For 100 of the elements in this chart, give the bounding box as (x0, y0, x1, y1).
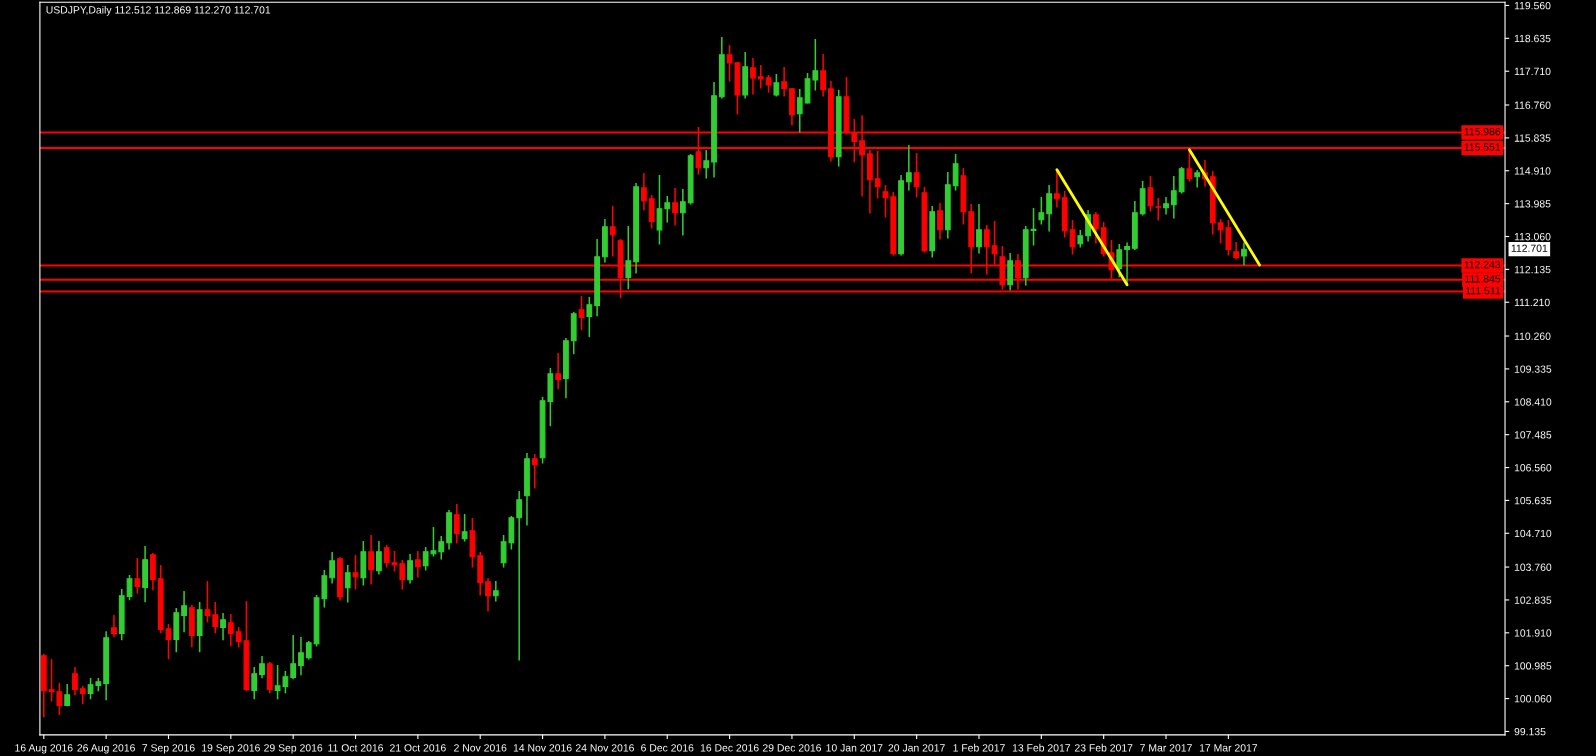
y-tick-label: 109.335 (1514, 365, 1552, 373)
candlestick (461, 513, 468, 542)
candlestick (531, 453, 538, 489)
candlestick (165, 623, 172, 660)
x-tick-label: 13 Feb 2017 (1012, 743, 1071, 752)
candlestick (1170, 176, 1177, 219)
y-tick-label: 103.760 (1514, 563, 1552, 571)
candlestick (1241, 242, 1247, 266)
candlestick (1194, 170, 1201, 188)
y-tick-label: 111.210 (1514, 298, 1550, 307)
candlestick (64, 683, 71, 707)
candlestick (438, 535, 445, 560)
candlestick (227, 613, 234, 647)
y-tick-label: 119.560 (1514, 1, 1551, 10)
y-tick-label: 101.910 (1514, 629, 1552, 637)
x-tick-label: 21 Oct 2016 (390, 744, 446, 752)
candlestick (1147, 176, 1154, 212)
candlestick (1046, 185, 1053, 232)
candlestick (952, 154, 959, 191)
candlestick (905, 145, 912, 191)
ref-line-label: 112.243 (1464, 260, 1501, 269)
candlestick (937, 203, 943, 240)
candlestick (329, 551, 336, 584)
chart-title: USDJPY,Daily 112.512 112.869 112.270 112.701 (46, 5, 271, 16)
candlestick (703, 150, 710, 179)
ref-line-label: 111.511 (1466, 287, 1501, 295)
candlestick (1007, 253, 1014, 291)
y-tick-label: 113.985 (1514, 200, 1551, 208)
y-tick-label: 118.635 (1514, 34, 1551, 43)
y-tick-label: 108.410 (1514, 398, 1552, 406)
candlestick (407, 553, 413, 584)
candlestick (750, 58, 756, 95)
x-tick-label: 7 Sep 2016 (142, 744, 195, 754)
x-tick-label: 23 Feb 2017 (1074, 743, 1133, 752)
x-tick-label: 10 Jan 2017 (826, 744, 883, 752)
x-tick-label: 16 Aug 2016 (15, 744, 73, 754)
candlestick (976, 204, 982, 254)
candlestick (882, 185, 889, 218)
candlestick (796, 89, 803, 133)
candlestick (1155, 198, 1162, 221)
x-tick-label: 29 Dec 2016 (762, 744, 822, 752)
candlestick (648, 195, 655, 229)
x-tick-label: 14 Nov 2016 (513, 744, 572, 752)
candlestick (1233, 242, 1240, 260)
candlestick (586, 296, 593, 338)
candlestick (874, 151, 881, 199)
candlestick (679, 189, 686, 236)
y-tick-label: 100.060 (1514, 695, 1552, 703)
y-tick-label: 115.835 (1514, 134, 1551, 142)
candlestick (773, 74, 780, 97)
y-tick-label: 114.910 (1514, 167, 1551, 175)
candlestick (72, 666, 78, 696)
ref-line-label: 111.845 (1465, 275, 1501, 283)
x-tick-label: 29 Sep 2016 (264, 744, 323, 754)
candlestick (376, 540, 382, 575)
candlestick (251, 666, 258, 700)
y-tick-label: 110.260 (1514, 332, 1551, 340)
candlestick (212, 601, 219, 634)
candlestick (1054, 169, 1060, 208)
candlestick (134, 557, 141, 594)
candlestick (1178, 167, 1185, 194)
candlestick (368, 534, 375, 585)
candlestick (352, 554, 359, 590)
candlestick (664, 196, 671, 223)
candlestick (126, 574, 133, 601)
x-tick-label: 20 Jan 2017 (888, 744, 945, 752)
candlestick (757, 65, 764, 89)
x-tick-label: 7 Mar 2017 (1140, 744, 1192, 752)
candlestick (1116, 244, 1123, 278)
y-tick-label: 112.135 (1514, 265, 1551, 274)
candlestick (290, 634, 297, 680)
text: 112.701 (1511, 244, 1548, 252)
candlestick (913, 153, 920, 198)
candlestick (640, 173, 647, 211)
x-tick-label: 24 Nov 2016 (575, 744, 634, 752)
candlestick (298, 636, 304, 676)
y-tick-label: 105.635 (1514, 496, 1552, 505)
x-tick-label: 17 Mar 2017 (1199, 744, 1258, 752)
candlestick (1163, 197, 1169, 215)
x-tick-label: 19 Sep 2016 (202, 744, 260, 754)
candlestick (492, 580, 499, 602)
candlestick (181, 590, 187, 633)
candlestick (1124, 242, 1130, 286)
candlestick (555, 352, 562, 390)
candlestick (820, 54, 827, 97)
candlestick (672, 188, 678, 226)
candlestick (344, 564, 351, 603)
y-tick-label: 113.060 (1514, 233, 1551, 241)
candlestick (485, 577, 491, 612)
candlestick (1038, 197, 1045, 225)
candlestick (1030, 208, 1037, 246)
ref-line-label: 115.551 (1464, 143, 1501, 151)
candlestick (399, 559, 406, 590)
y-tick-label: 116.760 (1514, 101, 1551, 109)
candlestick (781, 67, 788, 97)
candlestick (259, 655, 265, 679)
candlestick (220, 612, 226, 641)
x-tick-label: 11 Oct 2016 (328, 744, 384, 752)
candlestick (383, 544, 390, 568)
x-tick-label: 26 Aug 2016 (77, 744, 135, 754)
